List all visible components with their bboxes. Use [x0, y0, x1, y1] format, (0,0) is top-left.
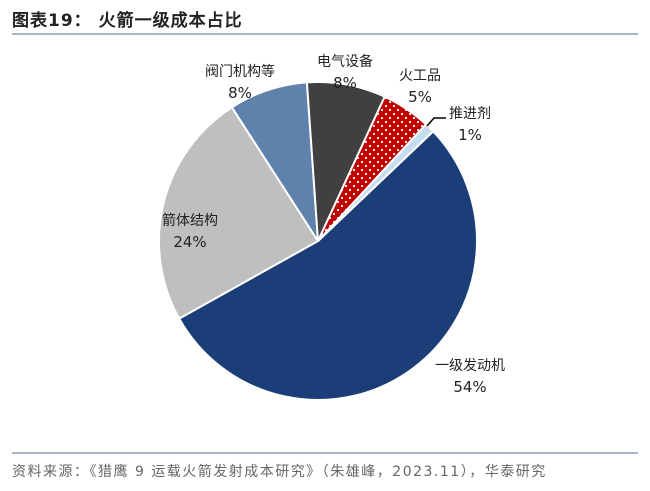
pie-slice-0	[177, 129, 478, 401]
slice-value-label: 24%	[173, 233, 206, 251]
pie-slice-5	[317, 122, 435, 242]
slice-value-label: 1%	[458, 126, 482, 144]
slice-value-label: 8%	[228, 84, 252, 102]
slice-label: 火工品	[399, 68, 441, 84]
leader-line-propellant	[426, 117, 446, 127]
slice-value-label: 54%	[453, 378, 486, 396]
footer-divider	[12, 452, 638, 454]
slice-label: 箭体结构	[162, 212, 218, 229]
slice-label: 一级发动机	[435, 358, 505, 374]
source-note: 资料来源：《猎鹰 9 运载火箭发射成本研究》（朱雄峰，2023.11），华泰研究	[12, 464, 547, 480]
slice-label: 阀门机构等	[205, 63, 275, 80]
pie-slice-1	[158, 105, 320, 320]
chart-title: 图表19： 火箭一级成本占比	[12, 11, 243, 31]
slice-value-label: 8%	[333, 74, 357, 92]
slice-value-label: 5%	[408, 88, 432, 106]
slice-label: 电气设备	[317, 53, 373, 70]
title-divider	[12, 33, 638, 35]
slice-label: 推进剂	[449, 106, 491, 122]
